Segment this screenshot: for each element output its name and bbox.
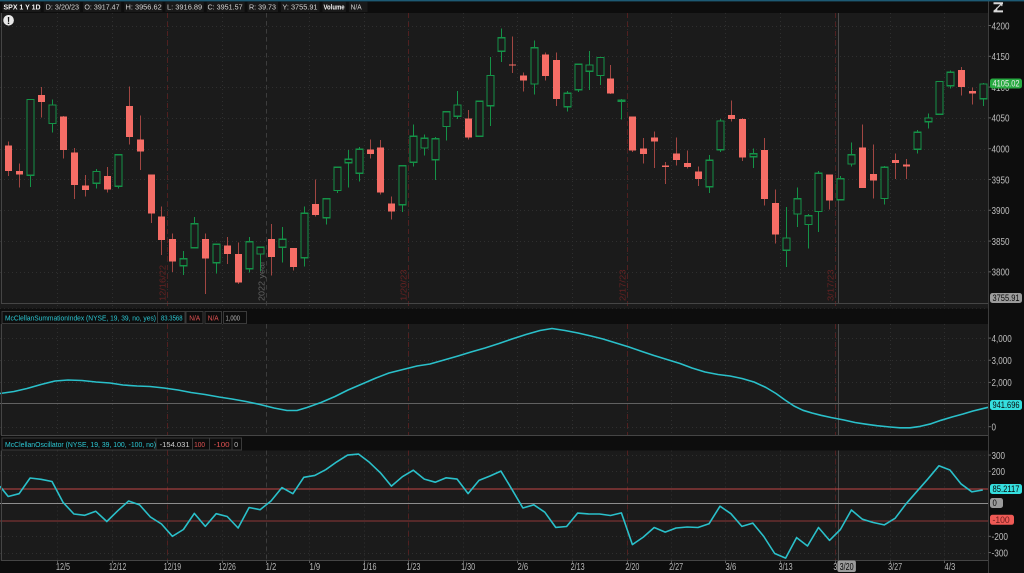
svg-text:3/27: 3/27: [888, 561, 902, 573]
svg-text:O: 3917.47: O: 3917.47: [84, 2, 119, 11]
svg-text:-300: -300: [992, 547, 1009, 559]
svg-text:3/17/23: 3/17/23: [827, 269, 836, 301]
svg-text:83.3568: 83.3568: [161, 313, 183, 322]
svg-text:3/13: 3/13: [779, 561, 793, 573]
svg-text:!: !: [7, 16, 10, 27]
svg-text:12/16/22: 12/16/22: [159, 264, 168, 301]
svg-text:3850: 3850: [992, 236, 1010, 248]
svg-text:C: 3951.57: C: 3951.57: [208, 2, 243, 11]
svg-text:0: 0: [993, 498, 997, 509]
svg-text:-100: -100: [214, 440, 230, 449]
svg-text:3,000: 3,000: [992, 355, 1012, 367]
svg-text:0: 0: [234, 440, 238, 449]
svg-text:2/17/23: 2/17/23: [619, 269, 628, 301]
svg-text:1/9: 1/9: [309, 561, 320, 573]
svg-text:300: 300: [992, 450, 1006, 462]
svg-text:SPX 1 Y 1D: SPX 1 Y 1D: [4, 2, 41, 11]
svg-text:1/20/23: 1/20/23: [400, 269, 409, 301]
svg-text:12/12: 12/12: [109, 561, 126, 573]
svg-text:941.696: 941.696: [993, 400, 1020, 411]
svg-text:4200: 4200: [992, 20, 1010, 32]
svg-text:3/20: 3/20: [840, 561, 854, 573]
svg-text:200: 200: [992, 466, 1006, 478]
svg-text:H: 3956.62: H: 3956.62: [126, 2, 162, 11]
svg-text:3900: 3900: [992, 205, 1010, 217]
svg-text:N/A: N/A: [189, 313, 200, 322]
svg-text:-100: -100: [993, 515, 1010, 526]
svg-text:3800: 3800: [992, 267, 1010, 279]
svg-text:12/5: 12/5: [56, 561, 70, 573]
svg-text:4000: 4000: [992, 143, 1010, 155]
svg-text:McClellanOscillator (NYSE, 19,: McClellanOscillator (NYSE, 19, 39, 100, …: [5, 440, 156, 449]
svg-text:3755.91: 3755.91: [993, 293, 1020, 304]
svg-text:85.2117: 85.2117: [993, 484, 1020, 495]
svg-text:L: 3916.89: L: 3916.89: [167, 2, 202, 11]
svg-text:N/A: N/A: [351, 2, 362, 11]
svg-text:2/13: 2/13: [571, 561, 585, 573]
svg-text:-200: -200: [992, 531, 1009, 543]
svg-text:Y: 3755.91: Y: 3755.91: [282, 2, 317, 11]
svg-text:4150: 4150: [992, 51, 1010, 63]
svg-text:2/27: 2/27: [669, 561, 683, 573]
svg-text:2022 year: 2022 year: [258, 261, 267, 301]
svg-text:1/30: 1/30: [461, 561, 475, 573]
svg-text:N/A: N/A: [208, 313, 219, 322]
svg-text:12/19: 12/19: [164, 561, 181, 573]
svg-text:100: 100: [194, 440, 205, 449]
svg-text:0: 0: [992, 422, 997, 434]
svg-text:4050: 4050: [992, 113, 1010, 125]
svg-text:1/16: 1/16: [363, 561, 377, 573]
svg-text:2,000: 2,000: [992, 377, 1012, 389]
svg-text:1/23: 1/23: [406, 561, 420, 573]
svg-text:Volume: Volume: [324, 2, 345, 11]
svg-text:1,000: 1,000: [226, 313, 241, 322]
svg-text:4105.02: 4105.02: [993, 79, 1020, 90]
svg-text:McClellanSummationIndex (NYSE,: McClellanSummationIndex (NYSE, 19, 39, n…: [5, 313, 156, 322]
svg-text:3950: 3950: [992, 174, 1010, 186]
svg-text:2/6: 2/6: [518, 561, 529, 573]
svg-text:4/3: 4/3: [945, 561, 956, 573]
svg-text:1/2: 1/2: [266, 561, 277, 573]
svg-text:4,000: 4,000: [992, 333, 1012, 345]
svg-text:12/26: 12/26: [219, 561, 236, 573]
svg-text:2/20: 2/20: [625, 561, 639, 573]
svg-text:R: 39.73: R: 39.73: [249, 2, 276, 11]
svg-text:D: 3/20/23: D: 3/20/23: [46, 2, 79, 11]
svg-text:-154.031: -154.031: [160, 440, 190, 449]
svg-text:3/6: 3/6: [726, 561, 737, 573]
